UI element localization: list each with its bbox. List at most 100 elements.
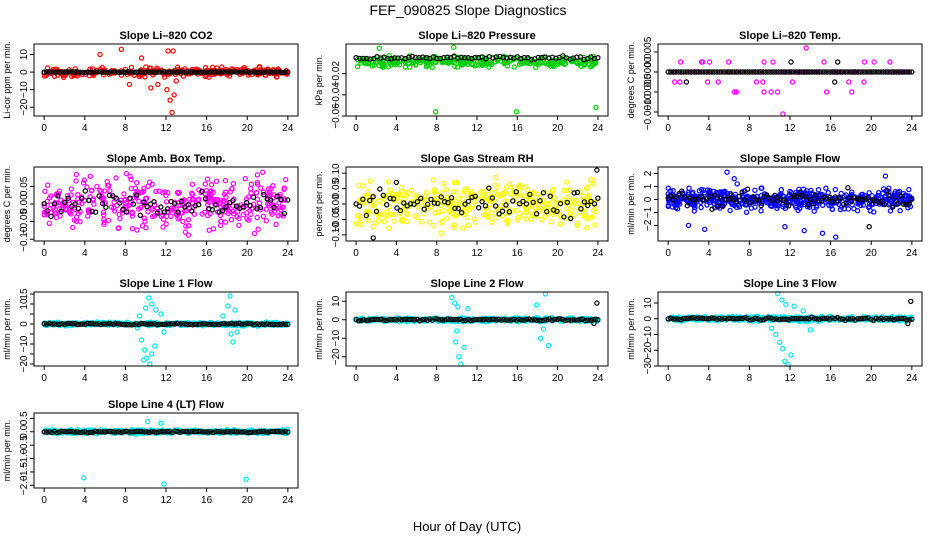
data-point bbox=[118, 321, 124, 327]
data-point bbox=[516, 201, 523, 207]
data-point bbox=[527, 191, 533, 198]
data-point bbox=[460, 192, 466, 198]
data-point bbox=[441, 55, 447, 61]
data-point bbox=[87, 69, 94, 75]
data-point bbox=[783, 69, 789, 75]
data-point bbox=[63, 207, 70, 213]
data-point bbox=[95, 321, 101, 327]
data-point bbox=[739, 69, 746, 75]
data-point bbox=[524, 209, 530, 215]
data-point bbox=[487, 213, 493, 220]
data-point bbox=[449, 210, 456, 217]
data-point bbox=[731, 175, 737, 182]
data-point bbox=[811, 69, 818, 75]
data-point bbox=[728, 192, 734, 198]
data-point bbox=[111, 199, 117, 205]
y-tick-label: 0.05 bbox=[19, 176, 30, 196]
data-point bbox=[200, 321, 206, 327]
data-point bbox=[268, 197, 274, 203]
data-point bbox=[674, 206, 681, 212]
data-point bbox=[863, 69, 869, 75]
data-point bbox=[395, 55, 401, 61]
data-point bbox=[431, 200, 438, 206]
data-point bbox=[502, 188, 508, 194]
data-point bbox=[701, 69, 707, 75]
data-point bbox=[839, 69, 846, 75]
x-tick-label: 8 bbox=[434, 123, 440, 134]
data-point bbox=[678, 59, 684, 65]
data-point bbox=[734, 181, 740, 187]
data-point bbox=[534, 213, 540, 220]
plot-frame bbox=[657, 291, 923, 367]
x-tick-label: 20 bbox=[552, 123, 564, 134]
panel-ylabel: ml/min per min. bbox=[626, 173, 636, 235]
data-point bbox=[105, 320, 112, 327]
data-point bbox=[51, 201, 58, 207]
y-tick-label: −0.10 bbox=[331, 222, 342, 248]
data-point bbox=[251, 69, 258, 75]
data-point bbox=[783, 301, 789, 308]
data-point bbox=[113, 175, 119, 181]
data-point bbox=[377, 186, 383, 192]
x-tick-label: 4 bbox=[706, 373, 712, 384]
data-point bbox=[236, 320, 242, 326]
data-point bbox=[462, 198, 469, 205]
data-point bbox=[594, 167, 600, 173]
data-point bbox=[260, 189, 267, 195]
data-point bbox=[716, 69, 723, 75]
data-point bbox=[82, 188, 89, 194]
data-point bbox=[816, 69, 823, 75]
y-tick-label: −20 bbox=[331, 348, 342, 365]
data-point bbox=[840, 201, 847, 208]
data-point bbox=[480, 188, 486, 195]
data-point bbox=[206, 190, 213, 197]
data-point bbox=[706, 59, 713, 65]
data-point bbox=[87, 173, 94, 179]
data-point bbox=[753, 79, 760, 85]
data-point bbox=[390, 196, 397, 202]
data-point bbox=[260, 169, 266, 175]
data-point bbox=[192, 69, 199, 76]
data-point bbox=[683, 79, 690, 85]
data-point bbox=[147, 361, 153, 367]
data-point bbox=[46, 69, 53, 75]
data-point bbox=[769, 325, 775, 331]
data-point bbox=[420, 54, 426, 60]
data-point bbox=[280, 321, 286, 327]
data-point bbox=[41, 69, 47, 75]
data-point bbox=[876, 199, 882, 205]
data-point bbox=[443, 186, 450, 193]
y-tick-label: 10 bbox=[643, 297, 654, 309]
data-point bbox=[111, 208, 118, 214]
data-point bbox=[549, 219, 555, 225]
data-point bbox=[859, 196, 866, 203]
data-point bbox=[126, 322, 132, 328]
x-tick-label: 20 bbox=[242, 373, 254, 384]
data-point bbox=[588, 64, 594, 70]
data-point bbox=[783, 199, 789, 205]
data-point bbox=[128, 185, 134, 192]
data-point bbox=[58, 208, 65, 215]
data-point bbox=[439, 218, 445, 224]
x-tick-label: 20 bbox=[242, 123, 254, 134]
data-point bbox=[673, 69, 679, 75]
data-point bbox=[852, 69, 859, 75]
data-point bbox=[131, 69, 137, 76]
data-point bbox=[80, 180, 87, 186]
data-point bbox=[486, 64, 492, 70]
data-point bbox=[81, 475, 87, 481]
data-point bbox=[268, 209, 275, 215]
data-point bbox=[390, 211, 396, 218]
plot-frame bbox=[33, 291, 299, 367]
data-point bbox=[149, 69, 155, 75]
data-point bbox=[102, 69, 109, 75]
data-point bbox=[794, 199, 800, 206]
data-point bbox=[769, 203, 775, 209]
data-point bbox=[513, 109, 520, 115]
data-point bbox=[110, 193, 116, 199]
data-point bbox=[778, 69, 784, 75]
data-point bbox=[99, 200, 106, 207]
data-point bbox=[896, 69, 902, 75]
data-point bbox=[256, 321, 263, 328]
data-point bbox=[709, 69, 715, 75]
